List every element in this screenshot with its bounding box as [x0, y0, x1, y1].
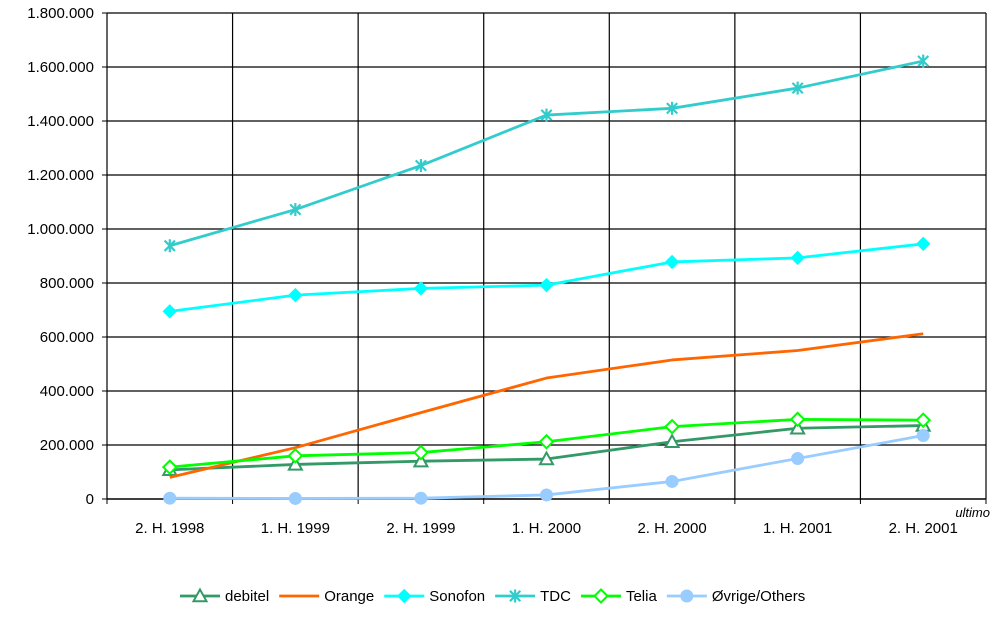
series-vrige-others — [163, 429, 930, 505]
legend-label: Orange — [324, 588, 374, 605]
data-point — [790, 250, 805, 266]
data-point — [288, 491, 302, 505]
x-tick-label: 1. H. 1999 — [261, 520, 330, 537]
x-tick-label: 2. H. 2001 — [889, 520, 958, 537]
data-point — [163, 239, 176, 253]
legend-label: TDC — [540, 588, 571, 605]
data-point — [789, 411, 806, 428]
x-tick-label: 2. H. 2000 — [637, 520, 706, 537]
y-tick-label: 1.000.000 — [27, 221, 94, 238]
data-point — [666, 101, 679, 115]
legend-label: Telia — [626, 588, 658, 605]
legend-label: debitel — [225, 588, 269, 605]
data-point — [162, 304, 177, 319]
series-sonofon — [162, 236, 931, 319]
data-point — [791, 81, 804, 95]
data-point — [665, 474, 679, 488]
x-tick-label: 1. H. 2000 — [512, 520, 581, 537]
legend: debitel Orange Sonofon TDC Telia Øvrige/Other… — [180, 587, 805, 605]
legend-item-orange: Orange — [279, 588, 374, 605]
y-tick-label: 400.000 — [40, 383, 94, 400]
data-point — [664, 418, 680, 435]
data-point — [413, 281, 429, 296]
data-point — [540, 108, 553, 122]
x-tick-label: 2. H. 1998 — [135, 520, 204, 537]
data-point — [916, 429, 930, 443]
data-point — [789, 419, 806, 435]
series-line-orange — [169, 332, 924, 479]
data-point — [916, 236, 931, 252]
y-tick-label: 1.200.000 — [27, 167, 94, 184]
legend-label: Sonofon — [429, 588, 485, 605]
legend-marker — [397, 588, 412, 604]
data-point — [538, 450, 555, 466]
data-point — [917, 54, 930, 68]
y-axis-ticks: 0 200.000 400.000 600.000 800.000 1.000.000 1.… — [27, 5, 94, 508]
data-point — [289, 203, 302, 217]
y-tick-label: 0 — [86, 491, 94, 508]
series-group — [161, 54, 932, 505]
data-point — [413, 444, 429, 461]
x-axis-ticks: 2. H. 1998 1. H. 1999 2. H. 1999 1. H. 2000… — [135, 520, 958, 537]
data-point — [287, 447, 304, 464]
data-point — [288, 287, 303, 303]
data-point — [539, 277, 554, 293]
y-tick-label: 1.800.000 — [27, 5, 94, 22]
legend-marker — [680, 589, 694, 603]
legend-marker — [191, 587, 209, 603]
legend-item-vrige-others: Øvrige/Others — [666, 588, 805, 605]
data-point — [287, 455, 304, 471]
legend-item-sonofon: Sonofon — [384, 588, 485, 605]
legend-marker — [509, 589, 522, 603]
series-orange — [169, 332, 924, 479]
data-point — [540, 488, 553, 502]
data-point — [163, 491, 177, 505]
data-point — [161, 459, 178, 476]
y-tick-label: 600.000 — [40, 329, 94, 346]
y-tick-label: 800.000 — [40, 275, 94, 292]
x-tick-label: 2. H. 1999 — [386, 520, 455, 537]
y-tick-label: 200.000 — [40, 437, 94, 454]
series-line-tdc — [169, 59, 924, 248]
legend-item-telia: Telia — [580, 588, 658, 605]
x-tick-label: 1. H. 2001 — [763, 520, 832, 537]
series-telia — [161, 411, 932, 476]
data-point — [663, 433, 681, 448]
grid — [102, 12, 987, 504]
data-point — [915, 412, 932, 429]
series-tdc — [163, 54, 930, 253]
legend-item-tdc: TDC — [495, 588, 571, 605]
data-point — [791, 452, 805, 465]
data-point — [538, 433, 555, 450]
legend-item-debitel: debitel — [180, 587, 269, 605]
data-point — [414, 491, 428, 505]
legend-marker — [593, 588, 609, 604]
data-point — [414, 159, 427, 173]
y-tick-label: 1.400.000 — [27, 113, 94, 130]
data-point — [664, 254, 680, 270]
data-point — [412, 452, 430, 468]
legend-label: Øvrige/Others — [712, 588, 805, 605]
y-tick-label: 1.600.000 — [27, 59, 94, 76]
series-line-sonofon — [169, 242, 924, 313]
x-axis-note: ultimo — [955, 505, 990, 520]
